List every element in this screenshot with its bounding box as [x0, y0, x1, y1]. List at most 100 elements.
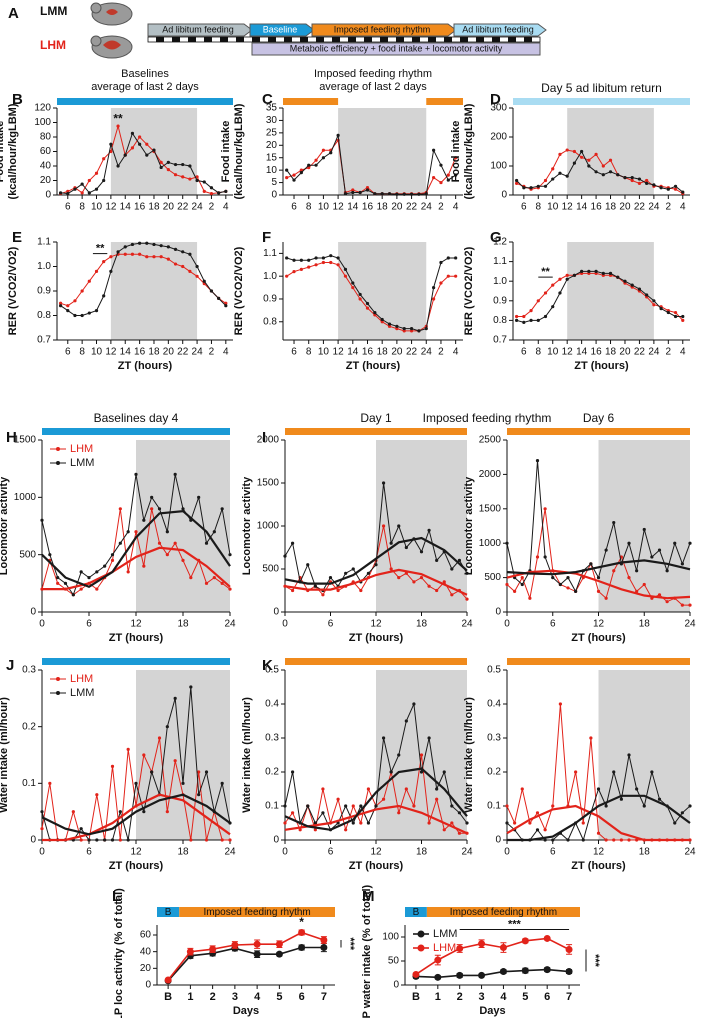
data-point: [118, 507, 122, 511]
data-point: [195, 274, 199, 278]
data-point: [344, 804, 348, 808]
data-point: [551, 576, 555, 580]
panel-letter: K: [262, 657, 273, 674]
data-point: [505, 582, 509, 587]
y-tick-label: 500: [484, 572, 501, 583]
x-tick-label: 6: [550, 847, 556, 858]
data-point: [204, 581, 209, 585]
data-point: [522, 314, 526, 319]
data-point: [520, 787, 524, 791]
data-point: [551, 838, 555, 842]
data-point: [435, 558, 439, 563]
liver-icon: [106, 9, 118, 15]
y-tick-label: 40: [140, 946, 152, 957]
data-point: [623, 176, 627, 180]
x-tick-label: 2: [438, 202, 444, 213]
data-point: [439, 163, 443, 167]
data-point: [181, 175, 185, 179]
data-point: [94, 309, 99, 313]
data-point: [601, 271, 605, 275]
data-point: [657, 593, 662, 597]
data-point: [138, 135, 142, 139]
data-point: [253, 950, 261, 958]
data-point: [173, 247, 178, 251]
panel-letter: D: [490, 91, 501, 108]
data-point: [336, 133, 340, 137]
data-point: [142, 753, 146, 757]
y-tick-label: 60: [140, 930, 152, 941]
data-point: [173, 173, 178, 177]
series-line: [415, 968, 570, 979]
data-point: [432, 297, 436, 301]
data-point: [419, 770, 424, 774]
data-point: [142, 810, 146, 814]
annotation: ***: [589, 954, 601, 968]
y-tick-label: 5: [271, 177, 277, 188]
data-point: [123, 252, 127, 256]
data-point: [565, 273, 569, 277]
panel: 0 0.1 0.2 0.3 0.4 0.5 0 6 12 18 24 ZT (hours) Water …: [463, 658, 696, 872]
data-point: [195, 175, 199, 179]
y-tick-label: 1.0: [37, 261, 51, 272]
data-point: [404, 545, 408, 550]
series-line: [415, 937, 570, 976]
data-point: [344, 828, 348, 832]
data-point: [397, 811, 401, 815]
feeding-bar-label: B: [165, 907, 172, 918]
data-point: [173, 696, 177, 700]
data-point: [321, 156, 326, 160]
data-point: [454, 156, 458, 160]
data-point: [299, 258, 303, 262]
y-tick-label: 1500: [257, 478, 280, 489]
data-point: [680, 562, 684, 566]
data-point: [659, 307, 663, 311]
x-tick-label: 14: [347, 202, 359, 213]
x-tick-label: 6: [521, 347, 527, 358]
data-point: [529, 318, 533, 322]
data-point: [412, 804, 416, 808]
data-point: [173, 472, 177, 476]
data-point: [574, 770, 578, 774]
data-point: [189, 576, 193, 580]
data-point: [499, 968, 507, 976]
x-tick-label: 24: [192, 202, 204, 213]
x-tick-label: 6: [86, 847, 92, 858]
y-axis-label: RER (VCO2/VO2): [233, 246, 245, 335]
data-point: [130, 242, 135, 247]
chart-title: Day 6: [583, 411, 615, 425]
data-point: [358, 190, 362, 195]
x-tick-label: 4: [680, 202, 686, 213]
data-point: [397, 753, 401, 757]
panel-letter: M: [362, 888, 375, 905]
data-point: [150, 507, 154, 511]
data-point: [336, 821, 340, 825]
data-point: [109, 255, 113, 259]
data-point: [40, 827, 44, 831]
y-tick-label: 0: [30, 607, 36, 618]
y-tick-label: 20: [40, 175, 52, 186]
annotation: **: [113, 111, 123, 125]
x-tick-label: 22: [177, 347, 189, 358]
data-point: [659, 186, 663, 190]
data-point: [513, 589, 517, 593]
x-tick-label: 2: [438, 347, 444, 358]
data-point: [432, 148, 436, 152]
data-point: [165, 530, 169, 534]
data-point: [565, 174, 569, 178]
x-tick-label: 10: [318, 347, 330, 358]
data-point: [427, 736, 431, 740]
y-tick-label: 15: [266, 152, 278, 163]
data-point: [673, 187, 678, 191]
x-tick-label: 2: [457, 991, 463, 1003]
data-point: [186, 948, 194, 956]
y-tick-label: 120: [34, 103, 51, 114]
data-point: [612, 770, 616, 774]
data-point: [224, 304, 228, 308]
data-point: [565, 968, 573, 976]
x-axis-label: ZT (hours): [118, 360, 173, 372]
x-tick-label: 8: [79, 347, 85, 358]
x-tick-label: 18: [148, 202, 160, 213]
data-point: [79, 570, 83, 574]
x-tick-label: 6: [86, 619, 92, 630]
feeding-bar: [507, 428, 690, 435]
